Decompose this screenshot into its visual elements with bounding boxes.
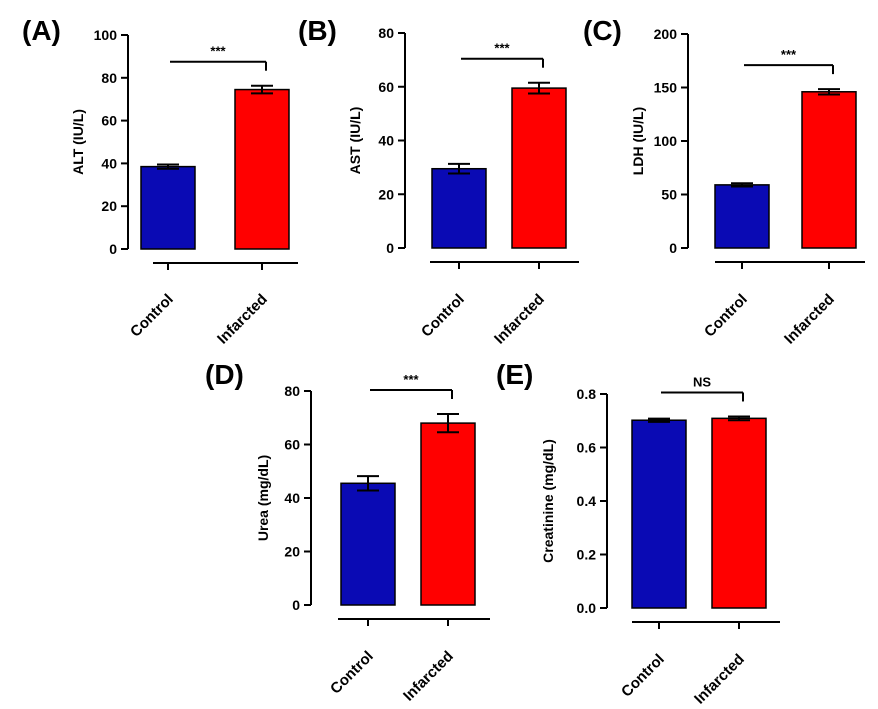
y-tick-label: 60 (284, 437, 300, 453)
y-tick-label: 100 (94, 27, 118, 43)
panel-letter: (C) (583, 15, 622, 46)
bar-control (631, 419, 687, 609)
significance-label: *** (210, 44, 226, 59)
y-tick-label: 0 (109, 241, 117, 257)
significance-label: NS (693, 374, 711, 389)
y-tick-label: 150 (654, 80, 678, 96)
panel-letter: (B) (298, 15, 337, 46)
bar-infarcted (801, 91, 857, 249)
y-tick-label: 0.0 (577, 600, 597, 616)
y-tick-label: 0.6 (577, 440, 597, 456)
y-tick-label: 0.4 (577, 493, 597, 509)
y-tick-label: 40 (284, 490, 300, 506)
y-tick-label: 0.2 (577, 547, 597, 563)
y-tick-label: 200 (654, 26, 678, 42)
y-tick-label: 0.8 (577, 386, 597, 402)
y-axis-title: ALT (IU/L) (70, 109, 86, 175)
significance-label: *** (403, 372, 419, 387)
bar-infarcted (711, 417, 767, 609)
y-tick-label: 0 (292, 597, 300, 613)
y-tick-label: 40 (101, 155, 117, 171)
bar-control (140, 165, 196, 250)
panel-letter: (A) (22, 15, 61, 46)
y-axis-title: AST (IU/L) (347, 107, 363, 175)
bar-control (340, 482, 396, 606)
bar-infarcted (420, 422, 476, 606)
y-axis-title: Creatinine (mg/dL) (540, 439, 556, 563)
y-tick-label: 80 (101, 70, 117, 86)
panel-letter: (E) (496, 359, 533, 390)
y-tick-label: 20 (101, 198, 117, 214)
y-tick-label: 0 (386, 240, 394, 256)
y-tick-label: 60 (101, 113, 117, 129)
bar-control (714, 184, 770, 249)
panel-letter: (D) (205, 359, 244, 390)
significance-label: *** (781, 47, 797, 62)
y-tick-label: 20 (378, 186, 394, 202)
y-tick-label: 40 (378, 133, 394, 149)
significance-label: *** (494, 41, 510, 56)
y-tick-label: 80 (284, 383, 300, 399)
y-tick-label: 80 (378, 25, 394, 41)
bar-infarcted (234, 88, 290, 250)
y-tick-label: 20 (284, 544, 300, 560)
y-tick-label: 50 (661, 187, 677, 203)
y-tick-label: 0 (669, 240, 677, 256)
y-tick-label: 100 (654, 133, 678, 149)
y-axis-title: LDH (IU/L) (630, 107, 646, 175)
bar-infarcted (511, 87, 567, 249)
bar-control (431, 167, 487, 249)
y-axis-title: Urea (mg/dL) (255, 455, 271, 541)
y-tick-label: 60 (378, 79, 394, 95)
